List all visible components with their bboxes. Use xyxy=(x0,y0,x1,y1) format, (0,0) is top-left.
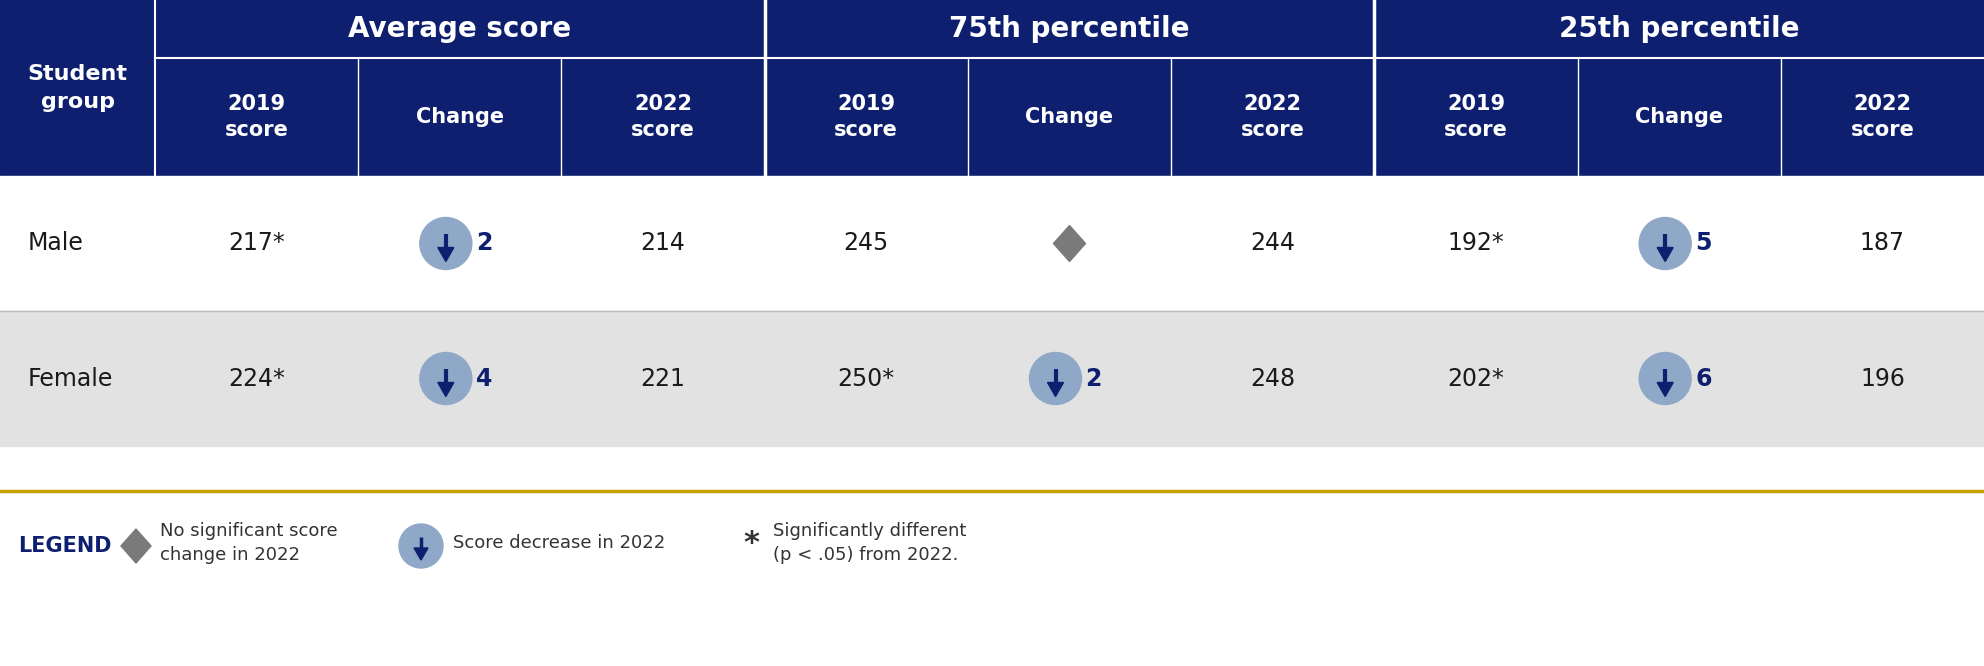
Text: No significant score
change in 2022: No significant score change in 2022 xyxy=(161,521,337,565)
Circle shape xyxy=(421,352,472,404)
Text: 224*: 224* xyxy=(228,366,286,390)
Text: Female: Female xyxy=(28,366,113,390)
Text: 202*: 202* xyxy=(1448,366,1504,390)
Bar xyxy=(0,0,1984,176)
Text: Change: Change xyxy=(417,107,504,127)
Text: 221: 221 xyxy=(641,366,686,390)
Text: 244: 244 xyxy=(1250,232,1296,256)
Text: 196: 196 xyxy=(1859,366,1905,390)
Text: 2019
score: 2019 score xyxy=(224,94,288,141)
Circle shape xyxy=(399,524,442,568)
Text: Male: Male xyxy=(28,232,83,256)
Polygon shape xyxy=(1657,382,1673,396)
Text: 214: 214 xyxy=(641,232,686,256)
Text: 4: 4 xyxy=(476,366,492,390)
Text: 217*: 217* xyxy=(228,232,286,256)
Text: 2022
score: 2022 score xyxy=(631,94,694,141)
Text: 75th percentile: 75th percentile xyxy=(948,15,1190,43)
Text: 2: 2 xyxy=(1085,366,1101,390)
Text: 248: 248 xyxy=(1250,366,1296,390)
Text: 187: 187 xyxy=(1859,232,1905,256)
Polygon shape xyxy=(121,529,151,563)
Text: Score decrease in 2022: Score decrease in 2022 xyxy=(452,534,665,552)
Text: 5: 5 xyxy=(1694,232,1712,256)
Polygon shape xyxy=(438,382,454,396)
Polygon shape xyxy=(1657,248,1673,262)
Circle shape xyxy=(421,218,472,270)
Text: 2019
score: 2019 score xyxy=(1444,94,1508,141)
Text: 2022
score: 2022 score xyxy=(1851,94,1915,141)
Text: 2019
score: 2019 score xyxy=(835,94,899,141)
Polygon shape xyxy=(438,248,454,262)
Text: Average score: Average score xyxy=(349,15,571,43)
Text: Significantly different
(p < .05) from 2022.: Significantly different (p < .05) from 2… xyxy=(774,521,966,565)
Text: *: * xyxy=(742,529,760,559)
Text: 2: 2 xyxy=(476,232,492,256)
Text: Change: Change xyxy=(1635,107,1724,127)
Text: Student
group: Student group xyxy=(28,64,127,112)
Text: 192*: 192* xyxy=(1448,232,1504,256)
Circle shape xyxy=(1030,352,1081,404)
Text: 6: 6 xyxy=(1694,366,1712,390)
Polygon shape xyxy=(1048,382,1063,396)
Polygon shape xyxy=(415,548,429,560)
Circle shape xyxy=(1639,218,1690,270)
Text: 245: 245 xyxy=(843,232,889,256)
Text: 2022
score: 2022 score xyxy=(1240,94,1305,141)
Bar xyxy=(0,311,1984,446)
Text: LEGEND: LEGEND xyxy=(18,536,111,556)
Circle shape xyxy=(1639,352,1690,404)
Text: 250*: 250* xyxy=(837,366,895,390)
Text: 25th percentile: 25th percentile xyxy=(1559,15,1799,43)
Bar xyxy=(0,176,1984,311)
Polygon shape xyxy=(1054,226,1085,262)
Text: Change: Change xyxy=(1026,107,1113,127)
